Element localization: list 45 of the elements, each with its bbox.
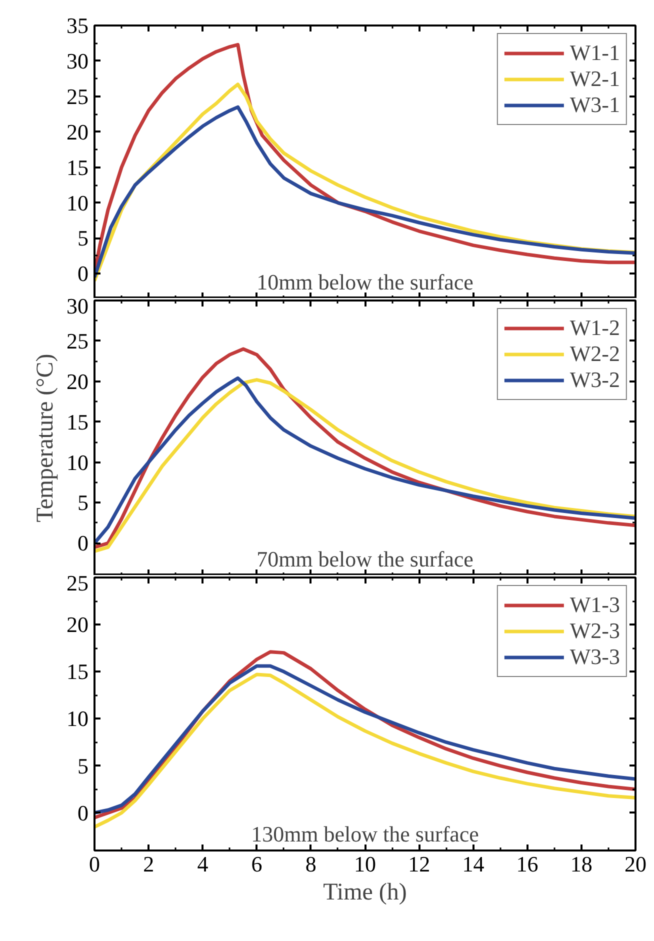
legend-label: W2-1 <box>570 66 620 92</box>
y-tick-label: 5 <box>78 490 88 516</box>
legend-label: W2-3 <box>570 618 620 644</box>
x-tick-label: 4 <box>197 852 208 876</box>
legend-label: W2-2 <box>570 341 620 367</box>
annotation: 130mm below the surface <box>251 822 479 846</box>
y-tick-label: 15 <box>66 154 88 180</box>
legend-label: W3-2 <box>570 367 620 393</box>
legend-label: W1-1 <box>570 40 620 66</box>
legend-label: W1-2 <box>570 315 620 341</box>
legend-label: W3-1 <box>570 92 620 118</box>
y-tick-label: 35 <box>66 13 88 38</box>
y-tick-label: 0 <box>78 261 88 286</box>
y-axis-title: Temperature (°C) <box>32 354 58 522</box>
x-tick-label: 8 <box>305 852 316 876</box>
y-tick-label: 30 <box>66 48 88 74</box>
x-tick-label: 2 <box>143 852 154 876</box>
x-axis-title: Time (h) <box>323 880 407 906</box>
y-tick-label: 5 <box>78 753 88 778</box>
x-tick-label: 20 <box>624 852 646 876</box>
annotation: 70mm below the surface <box>256 546 474 572</box>
y-tick-label: 15 <box>66 409 88 434</box>
y-tick-label: 25 <box>66 570 88 596</box>
y-tick-label: 5 <box>78 226 88 251</box>
x-tick-label: 12 <box>408 852 430 876</box>
y-tick-label: 10 <box>66 706 88 732</box>
y-tick-label: 30 <box>66 294 88 318</box>
annotation: 10mm below the surface <box>256 270 474 294</box>
y-tick-label: 20 <box>66 119 88 144</box>
y-tick-label: 0 <box>78 800 88 826</box>
legend-label: W3-3 <box>570 644 620 670</box>
y-tick-label: 10 <box>66 190 88 216</box>
x-tick-label: 18 <box>570 852 592 876</box>
y-tick-label: 25 <box>66 84 88 109</box>
x-tick-label: 14 <box>462 852 484 876</box>
y-tick-label: 10 <box>66 450 88 475</box>
y-tick-label: 25 <box>66 328 88 354</box>
y-tick-label: 20 <box>66 612 88 638</box>
x-tick-label: 10 <box>354 852 376 876</box>
y-tick-label: 0 <box>78 530 88 556</box>
x-tick-label: 16 <box>516 852 538 876</box>
y-tick-label: 20 <box>66 368 88 394</box>
x-tick-label: 6 <box>251 852 262 876</box>
y-tick-label: 15 <box>66 659 88 684</box>
legend-label: W1-3 <box>570 592 620 618</box>
